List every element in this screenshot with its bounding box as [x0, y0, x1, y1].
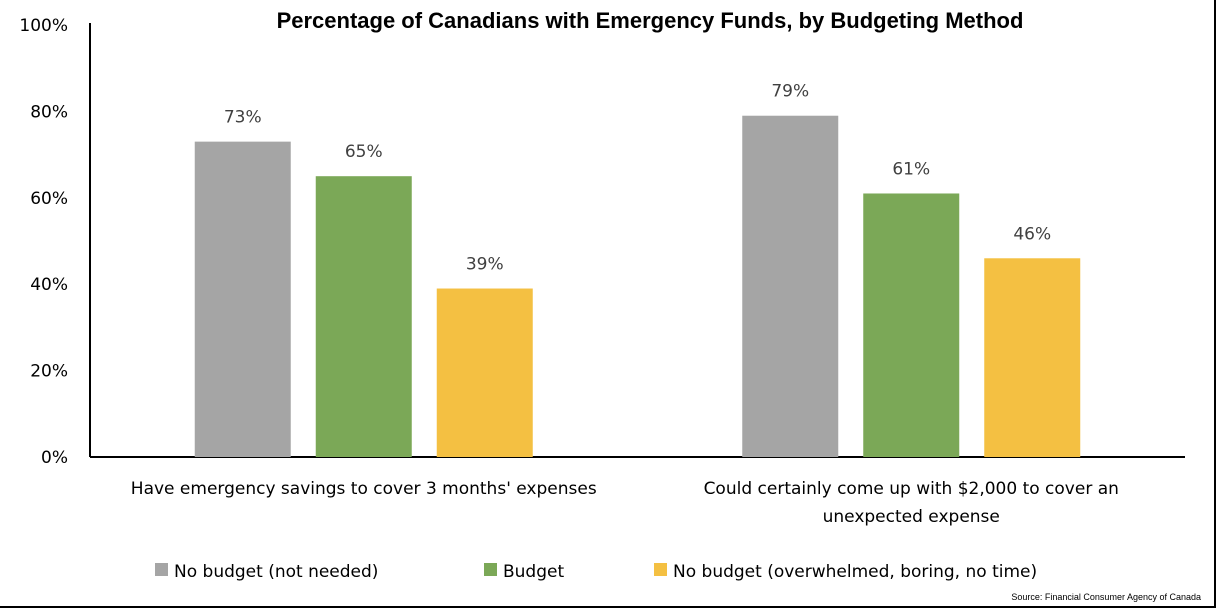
legend-swatch — [155, 563, 168, 576]
y-tick-label: 60% — [30, 189, 68, 209]
legend-label: No budget (overwhelmed, boring, no time) — [673, 562, 1037, 582]
data-label: 73% — [224, 108, 262, 128]
legend-label: Budget — [503, 562, 564, 582]
legend-label: No budget (not needed) — [174, 562, 378, 582]
y-tick-label: 0% — [41, 448, 68, 468]
chart-title: Percentage of Canadians with Emergency F… — [277, 8, 1024, 33]
bar — [863, 193, 960, 458]
data-label: 46% — [1013, 224, 1051, 244]
bar — [194, 141, 291, 457]
data-label: 79% — [771, 82, 809, 102]
data-label: 61% — [892, 159, 930, 179]
x-category-label: Have emergency savings to cover 3 months… — [131, 479, 597, 499]
y-tick-label: 80% — [30, 102, 68, 122]
y-tick-label: 20% — [30, 362, 68, 382]
legend-swatch — [654, 563, 667, 576]
source-note: Source: Financial Consumer Agency of Can… — [1011, 592, 1201, 602]
y-tick-label: 100% — [19, 16, 68, 36]
bar — [742, 115, 839, 457]
bar — [436, 288, 533, 457]
y-tick-label: 40% — [30, 275, 68, 295]
bar — [315, 176, 412, 457]
legend-swatch — [484, 563, 497, 576]
bar — [984, 258, 1081, 457]
x-category-label: Could certainly come up with $2,000 to c… — [704, 479, 1119, 499]
x-category-label: unexpected expense — [823, 507, 1000, 527]
data-label: 65% — [345, 142, 383, 162]
data-label: 39% — [466, 255, 504, 275]
